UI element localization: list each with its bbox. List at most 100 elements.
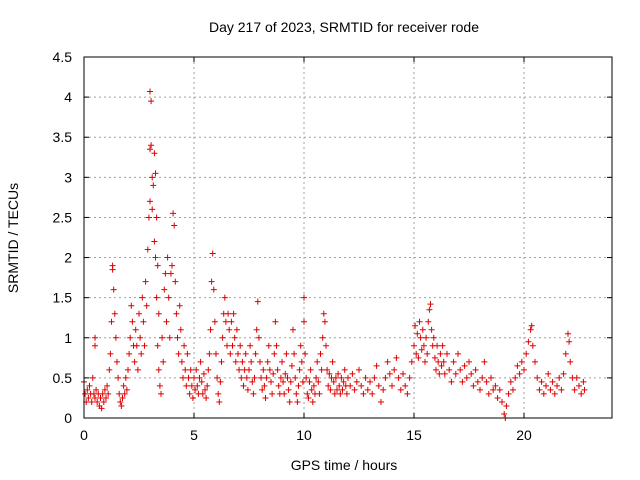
data-point — [402, 382, 409, 389]
data-point — [199, 390, 206, 397]
data-point — [263, 374, 270, 381]
data-point — [340, 378, 347, 385]
data-point — [532, 358, 538, 365]
data-point — [448, 378, 455, 385]
data-point — [111, 310, 118, 317]
data-point — [400, 370, 406, 377]
data-point — [86, 382, 93, 389]
data-point — [367, 378, 373, 385]
data-point — [426, 306, 433, 313]
data-point — [148, 98, 155, 105]
data-point — [364, 386, 371, 393]
data-point — [382, 374, 389, 381]
data-point — [143, 302, 150, 309]
data-point — [455, 350, 461, 357]
data-point — [404, 390, 411, 397]
data-point — [93, 386, 100, 393]
data-point — [89, 374, 96, 381]
data-point — [156, 382, 163, 389]
data-point — [251, 374, 258, 381]
data-point — [384, 358, 391, 365]
data-point — [309, 398, 316, 405]
data-point — [315, 378, 322, 385]
data-point — [391, 366, 398, 373]
data-point — [106, 366, 113, 373]
data-point — [558, 386, 565, 393]
y-axis-label: SRMTID / TECUs — [5, 183, 21, 293]
data-point — [198, 378, 205, 385]
data-point — [425, 318, 432, 325]
data-point — [313, 374, 320, 381]
data-point — [330, 378, 337, 385]
data-point — [232, 358, 239, 365]
data-point — [155, 366, 162, 373]
data-point — [556, 374, 563, 381]
data-point — [153, 214, 160, 221]
data-point — [527, 326, 534, 333]
data-point — [578, 390, 585, 397]
data-point — [205, 366, 212, 373]
data-point — [171, 222, 178, 229]
data-point — [418, 346, 425, 353]
data-point — [417, 334, 424, 341]
data-point — [307, 366, 314, 373]
data-point — [274, 366, 281, 373]
data-point — [252, 350, 259, 357]
data-point — [496, 386, 503, 393]
data-point — [206, 350, 213, 357]
data-point — [186, 390, 193, 397]
data-point — [238, 374, 245, 381]
data-point — [120, 382, 127, 389]
data-point — [187, 366, 194, 373]
y-tick-label: 4 — [64, 89, 72, 105]
plot-frame — [83, 56, 613, 419]
data-point — [326, 370, 333, 377]
data-point — [202, 386, 208, 393]
data-point — [123, 386, 130, 393]
data-point — [161, 286, 168, 293]
data-point — [339, 386, 346, 393]
data-point — [490, 386, 497, 393]
data-point — [301, 294, 307, 301]
data-point — [512, 374, 519, 381]
data-point — [334, 386, 340, 393]
data-point — [272, 318, 279, 325]
data-point — [549, 378, 556, 385]
data-point — [351, 386, 358, 393]
data-point — [325, 382, 332, 389]
data-point — [290, 326, 296, 333]
data-point — [173, 310, 180, 317]
data-point — [282, 370, 289, 377]
data-point — [260, 366, 267, 373]
data-point — [395, 374, 402, 381]
data-point — [525, 338, 532, 345]
data-point — [248, 358, 255, 365]
data-point — [152, 170, 159, 177]
data-point — [246, 366, 252, 373]
data-point — [543, 382, 549, 389]
data-point — [211, 318, 218, 325]
data-point — [273, 342, 280, 349]
data-point — [431, 354, 438, 361]
data-point — [341, 366, 348, 373]
data-point — [380, 386, 387, 393]
data-point — [112, 334, 119, 341]
data-point — [191, 374, 197, 381]
data-point — [434, 342, 441, 349]
data-point — [268, 378, 274, 385]
data-point — [169, 262, 175, 269]
data-point — [414, 330, 421, 337]
data-point — [109, 266, 116, 273]
data-point — [422, 358, 428, 365]
data-point — [262, 394, 269, 401]
data-point — [318, 366, 325, 373]
y-tick-label: 2 — [64, 250, 72, 266]
data-point — [257, 358, 263, 365]
data-point — [324, 366, 331, 373]
data-point — [151, 150, 158, 157]
data-point — [261, 382, 268, 389]
data-point — [189, 394, 196, 401]
data-point — [299, 378, 306, 385]
data-point — [98, 405, 105, 412]
data-point — [99, 390, 106, 397]
